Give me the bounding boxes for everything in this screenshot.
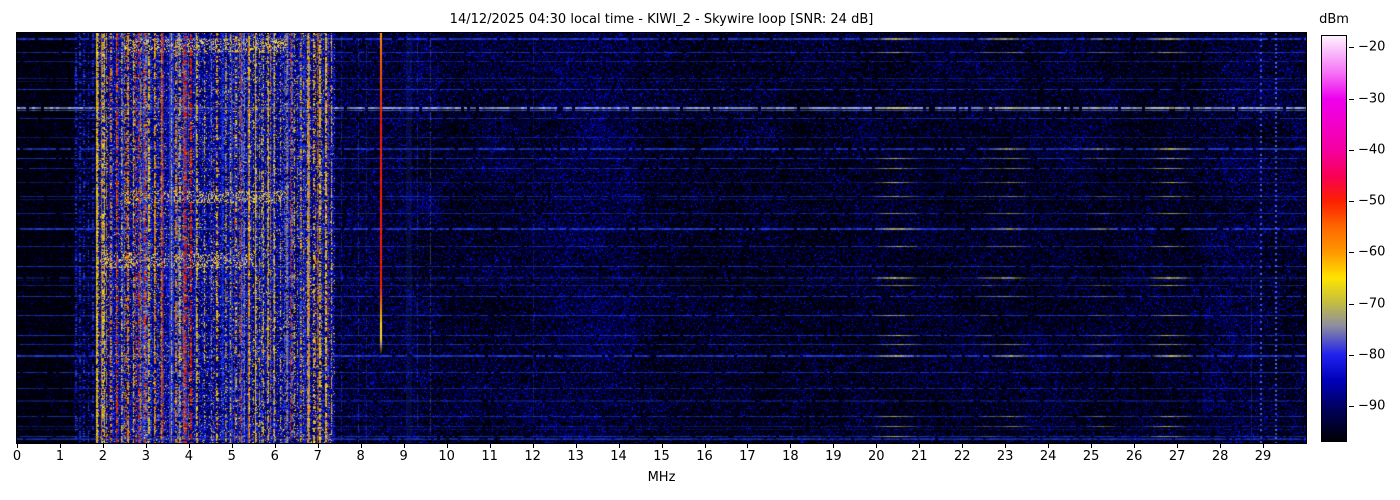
x-tick-mark [618,444,620,448]
x-tick-label: 0 [12,449,22,464]
x-tick-mark [919,444,921,448]
colorbar-tick-label: −20 [1358,39,1386,55]
x-tick-label: 13 [567,449,584,464]
colorbar-tick-mark [1349,149,1354,151]
colorbar-tick-mark [1349,201,1354,203]
x-tick-mark [532,444,534,448]
x-tick-label: 1 [55,449,65,464]
x-tick-mark [274,444,276,448]
x-tick-mark [231,444,233,448]
x-tick-mark [1005,444,1007,448]
x-tick-mark [145,444,147,448]
colorbar-tick-label: −60 [1358,244,1386,260]
x-tick-label: 28 [1211,449,1229,464]
x-tick-label: 22 [954,449,971,464]
x-tick-label: 25 [1082,449,1100,464]
plot-title: 14/12/2025 04:30 local time - KIWI_2 - S… [449,12,874,27]
x-tick-mark [102,444,104,448]
x-tick-label: 3 [141,449,151,464]
x-tick-label: 23 [996,449,1014,464]
x-tick-mark [403,444,405,448]
x-tick-mark [833,444,835,448]
x-tick-label: 27 [1168,449,1186,464]
x-tick-label: 11 [481,449,498,464]
x-tick-mark [575,444,577,448]
colorbar-tick-mark [1349,98,1354,100]
colorbar-gradient [1321,35,1347,442]
colorbar-tick-label: −50 [1358,193,1386,209]
x-tick-mark [360,444,362,448]
colorbar-unit-label: dBm [1319,12,1349,27]
x-tick-mark [876,444,878,448]
x-tick-label: 10 [438,449,455,464]
x-tick-label: 26 [1125,449,1143,464]
x-tick-label: 16 [696,449,713,464]
colorbar-tick-mark [1349,406,1354,408]
x-tick-label: 29 [1254,449,1272,464]
x-tick-label: 6 [270,449,279,464]
x-tick-mark [1048,444,1050,448]
x-tick-mark [17,444,18,448]
x-axis-label: MHz [647,470,676,485]
x-tick-label: 15 [653,449,670,464]
x-tick-label: 5 [227,449,236,464]
x-tick-label: 17 [739,449,756,464]
x-tick-mark [1263,444,1264,448]
x-tick-mark [747,444,749,448]
x-tick-mark [661,444,663,448]
x-tick-mark [1177,444,1179,448]
colorbar-tick-label: −30 [1358,91,1386,107]
x-tick-mark [446,444,448,448]
colorbar-tick-label: −40 [1358,142,1386,158]
x-tick-mark [317,444,319,448]
x-tick-label: 18 [782,449,799,464]
waterfall-heatmap [16,32,1307,444]
colorbar-tick-mark [1349,47,1354,49]
x-tick-label: 20 [868,449,885,464]
x-tick-mark [60,444,61,448]
x-tick-mark [1220,444,1222,448]
colorbar-tick-mark [1349,252,1354,254]
x-tick-mark [1134,444,1136,448]
x-tick-label: 2 [98,449,108,464]
x-tick-label: 4 [184,449,194,464]
x-tick-label: 14 [610,449,627,464]
x-tick-mark [704,444,706,448]
x-tick-label: 24 [1039,449,1057,464]
colorbar-tick-mark [1349,354,1354,356]
colorbar-tick-label: −90 [1358,398,1386,414]
x-tick-label: 9 [399,449,408,464]
x-tick-mark [962,444,964,448]
x-tick-label: 21 [911,449,928,464]
x-tick-label: 19 [825,449,842,464]
x-tick-mark [1091,444,1093,448]
colorbar-tick-mark [1349,303,1354,305]
x-tick-label: 8 [356,449,365,464]
x-tick-mark [790,444,792,448]
x-tick-label: 7 [313,449,322,464]
colorbar-tick-label: −80 [1358,347,1386,363]
x-tick-mark [489,444,491,448]
x-tick-label: 12 [524,449,541,464]
colorbar-tick-label: −70 [1358,296,1386,312]
x-tick-mark [188,444,190,448]
